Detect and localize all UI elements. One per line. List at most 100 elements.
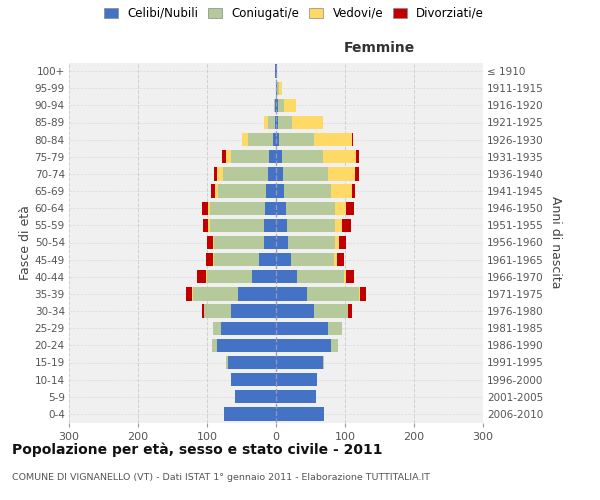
Bar [360, 287, 366, 300]
Bar [342, 218, 350, 232]
Bar [276, 322, 328, 335]
Bar [203, 218, 208, 232]
Bar [286, 202, 335, 215]
Bar [276, 64, 277, 78]
Bar [224, 407, 276, 420]
Text: Femmine: Femmine [344, 42, 415, 56]
Bar [287, 218, 335, 232]
Bar [207, 236, 212, 249]
Bar [284, 184, 331, 198]
Bar [266, 184, 276, 198]
Bar [207, 270, 252, 283]
Bar [276, 270, 296, 283]
Bar [331, 338, 338, 352]
Bar [197, 270, 206, 283]
Bar [241, 133, 248, 146]
Bar [334, 253, 337, 266]
Bar [276, 218, 287, 232]
Bar [339, 236, 346, 249]
Bar [221, 322, 276, 335]
Bar [208, 202, 210, 215]
Bar [217, 167, 223, 180]
Bar [264, 116, 268, 129]
Bar [268, 116, 275, 129]
Bar [278, 116, 292, 129]
Bar [215, 184, 218, 198]
Bar [352, 184, 355, 198]
Bar [335, 202, 346, 215]
Y-axis label: Anni di nascita: Anni di nascita [550, 196, 562, 289]
Bar [331, 184, 352, 198]
Bar [214, 253, 259, 266]
Bar [223, 167, 268, 180]
Bar [337, 253, 344, 266]
Bar [275, 98, 276, 112]
Bar [212, 322, 221, 335]
Bar [276, 236, 289, 249]
Bar [279, 82, 282, 95]
Bar [202, 304, 203, 318]
Bar [263, 218, 276, 232]
Bar [335, 236, 339, 249]
Bar [284, 98, 296, 112]
Bar [335, 218, 342, 232]
Bar [228, 356, 276, 369]
Legend: Celibi/Nubili, Coniugati/e, Vedovi/e, Divorziati/e: Celibi/Nubili, Coniugati/e, Vedovi/e, Di… [100, 4, 488, 24]
Bar [281, 150, 323, 164]
Bar [212, 338, 217, 352]
Bar [359, 287, 360, 300]
Bar [276, 82, 277, 95]
Bar [276, 304, 314, 318]
Bar [222, 150, 226, 164]
Bar [208, 218, 210, 232]
Bar [203, 304, 231, 318]
Bar [276, 390, 316, 404]
Bar [276, 202, 286, 215]
Bar [211, 184, 215, 198]
Bar [231, 304, 276, 318]
Bar [263, 236, 276, 249]
Bar [269, 150, 276, 164]
Bar [314, 133, 352, 146]
Bar [280, 133, 314, 146]
Bar [186, 287, 192, 300]
Bar [217, 338, 276, 352]
Bar [276, 167, 283, 180]
Bar [276, 356, 323, 369]
Bar [307, 287, 359, 300]
Bar [292, 116, 323, 129]
Bar [212, 253, 214, 266]
Bar [206, 253, 212, 266]
Bar [276, 150, 281, 164]
Bar [275, 116, 276, 129]
Bar [276, 184, 284, 198]
Bar [226, 356, 228, 369]
Bar [210, 218, 263, 232]
Bar [214, 167, 217, 180]
Bar [265, 202, 276, 215]
Bar [355, 167, 359, 180]
Bar [349, 304, 352, 318]
Bar [214, 236, 263, 249]
Bar [328, 167, 355, 180]
Bar [278, 98, 284, 112]
Bar [268, 167, 276, 180]
Bar [212, 236, 214, 249]
Bar [346, 270, 354, 283]
Bar [210, 202, 265, 215]
Bar [192, 287, 193, 300]
Bar [231, 373, 276, 386]
Bar [274, 98, 275, 112]
Bar [238, 287, 276, 300]
Bar [272, 133, 276, 146]
Bar [323, 356, 325, 369]
Bar [276, 253, 291, 266]
Bar [323, 150, 356, 164]
Bar [276, 133, 280, 146]
Bar [277, 82, 279, 95]
Bar [289, 236, 335, 249]
Bar [296, 270, 344, 283]
Bar [314, 304, 349, 318]
Bar [346, 202, 354, 215]
Bar [248, 133, 272, 146]
